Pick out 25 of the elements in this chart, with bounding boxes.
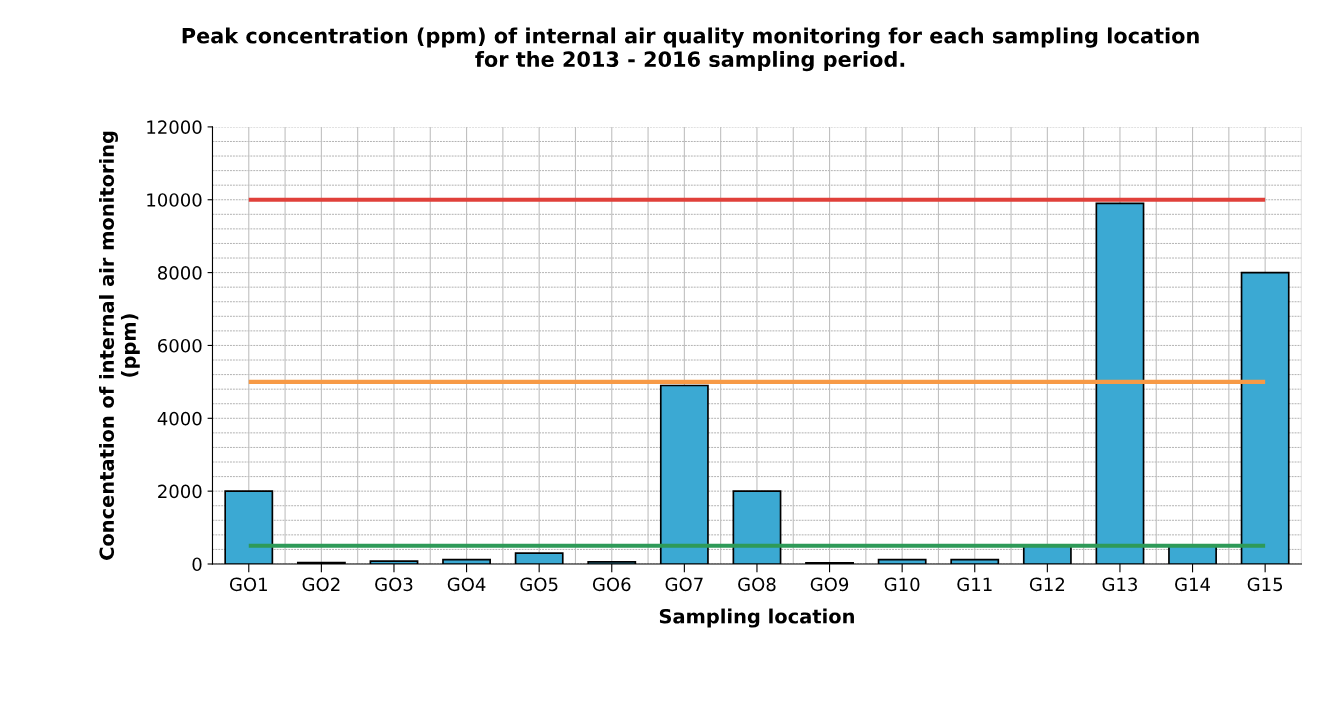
x-tick-label: G12 <box>1029 577 1065 592</box>
x-tick-label: GO3 <box>375 577 413 592</box>
y-tick-label: 0 <box>192 557 202 572</box>
y-tick-label: 8000 <box>158 266 202 280</box>
x-tick-label: GO2 <box>302 577 340 592</box>
x-tick-label: G14 <box>1175 577 1211 592</box>
y-axis-title: Concentation of internal air monitoring (ppm) <box>99 131 140 560</box>
chart-title: Peak concentration (ppm) of internal air quality monitoring for each sampling location for the 2013 - 2016 sampling period. <box>182 27 1199 72</box>
y-tick-label: 6000 <box>158 338 202 353</box>
x-tick-label: G11 <box>957 577 992 592</box>
x-tick-label: G15 <box>1247 577 1283 592</box>
x-tick-label: GO6 <box>592 577 631 592</box>
x-tick-label: GO7 <box>665 577 703 592</box>
x-tick-label: G10 <box>884 577 920 592</box>
x-tick-label: GO4 <box>447 577 486 592</box>
y-tick-label: 2000 <box>158 484 202 499</box>
x-tick-label: GO1 <box>229 577 267 592</box>
x-tick-label: G13 <box>1102 577 1137 592</box>
y-tick-label: 12000 <box>147 120 202 135</box>
x-tick-label: GO9 <box>810 577 849 592</box>
x-axis-title: Sampling location <box>659 608 854 628</box>
x-tick-label: GO5 <box>520 577 558 592</box>
y-tick-label: 4000 <box>157 411 202 426</box>
x-tick-label: GO8 <box>738 577 776 592</box>
y-tick-label: 10000 <box>147 193 202 207</box>
